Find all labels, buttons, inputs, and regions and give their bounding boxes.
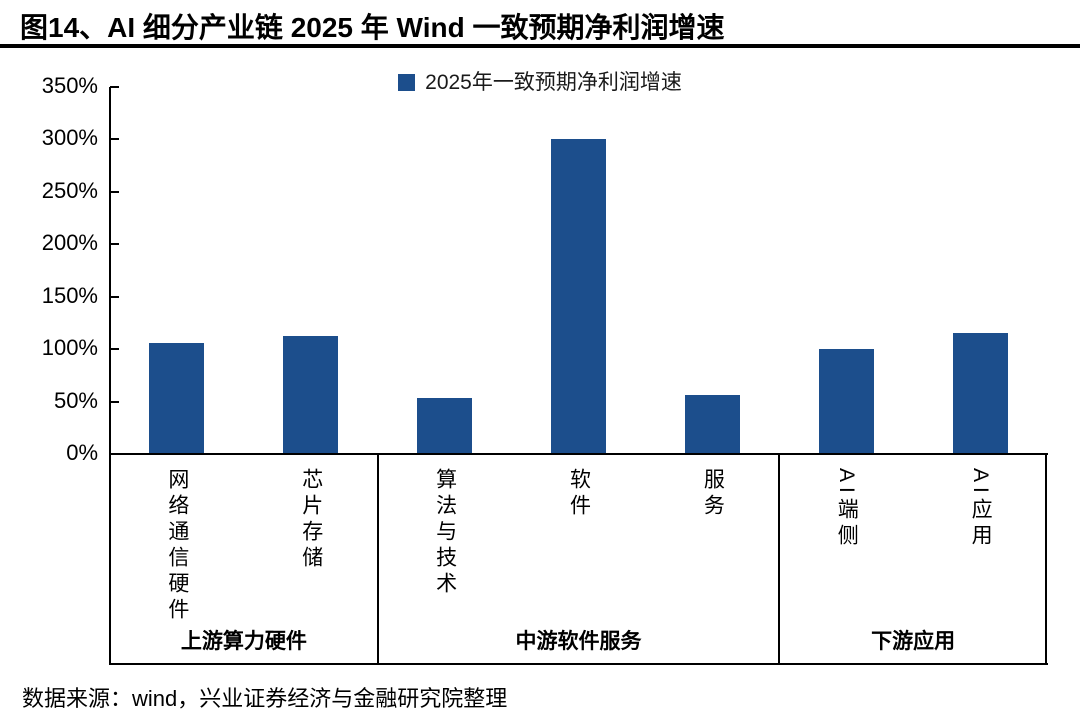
category-label: 芯片存储 bbox=[299, 468, 323, 572]
y-axis-tick-label: 150% bbox=[41, 282, 98, 308]
y-axis-tick-mark bbox=[110, 243, 119, 246]
category-label: 网络通信硬件 bbox=[165, 468, 189, 624]
group-label: 中游软件服务 bbox=[515, 630, 642, 653]
label-box-right-border bbox=[1045, 453, 1047, 665]
legend-swatch bbox=[398, 74, 416, 91]
y-axis-line bbox=[109, 87, 111, 665]
chart-legend: 2025年一致预期净利润增速 bbox=[0, 71, 1080, 95]
label-box-bottom-border bbox=[109, 663, 1048, 665]
y-axis-tick-label: 0% bbox=[66, 440, 98, 465]
y-axis-tick-mark bbox=[110, 348, 119, 351]
y-axis-tick-mark bbox=[110, 295, 119, 298]
y-axis-tick-label: 200% bbox=[41, 230, 98, 256]
y-axis-tick-label: 100% bbox=[41, 335, 98, 361]
bar bbox=[684, 395, 740, 454]
y-axis-tick-label: 50% bbox=[53, 387, 98, 413]
y-axis-tick-label: 300% bbox=[41, 125, 98, 151]
category-label: 服务 bbox=[701, 468, 725, 520]
legend-label: 2025年一致预期净利润增速 bbox=[425, 71, 682, 94]
bar bbox=[417, 398, 473, 454]
group-label: 上游算力硬件 bbox=[180, 630, 307, 653]
figure-title: 图14、AI 细分产业链 2025 年 Wind 一致预期净利润增速 bbox=[20, 12, 725, 43]
bar bbox=[952, 333, 1008, 454]
title-divider bbox=[0, 44, 1080, 48]
y-axis-tick-label: 350% bbox=[41, 73, 98, 98]
group-label: 下游应用 bbox=[871, 630, 956, 653]
bar bbox=[149, 342, 205, 454]
bar bbox=[283, 335, 339, 454]
category-label: AI端侧 bbox=[835, 468, 859, 550]
group-divider bbox=[778, 453, 781, 665]
x-axis-line bbox=[109, 453, 1048, 455]
y-axis-tick-mark bbox=[110, 138, 119, 141]
y-axis-tick-mark bbox=[110, 86, 119, 88]
category-label: 算法与技术 bbox=[433, 468, 457, 598]
y-axis-tick-mark bbox=[110, 400, 119, 403]
bar bbox=[818, 349, 874, 454]
group-divider bbox=[376, 453, 379, 665]
y-axis-tick-label: 250% bbox=[41, 177, 98, 203]
category-label: 软件 bbox=[567, 468, 591, 520]
data-source: 数据来源：wind，兴业证券经济与金融研究院整理 bbox=[22, 686, 508, 711]
bar bbox=[551, 139, 606, 454]
category-label: AI应用 bbox=[969, 468, 993, 550]
y-axis-tick-mark bbox=[110, 190, 119, 193]
